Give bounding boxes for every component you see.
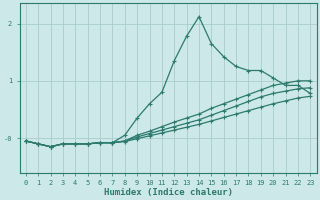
X-axis label: Humidex (Indice chaleur): Humidex (Indice chaleur) xyxy=(104,188,233,197)
